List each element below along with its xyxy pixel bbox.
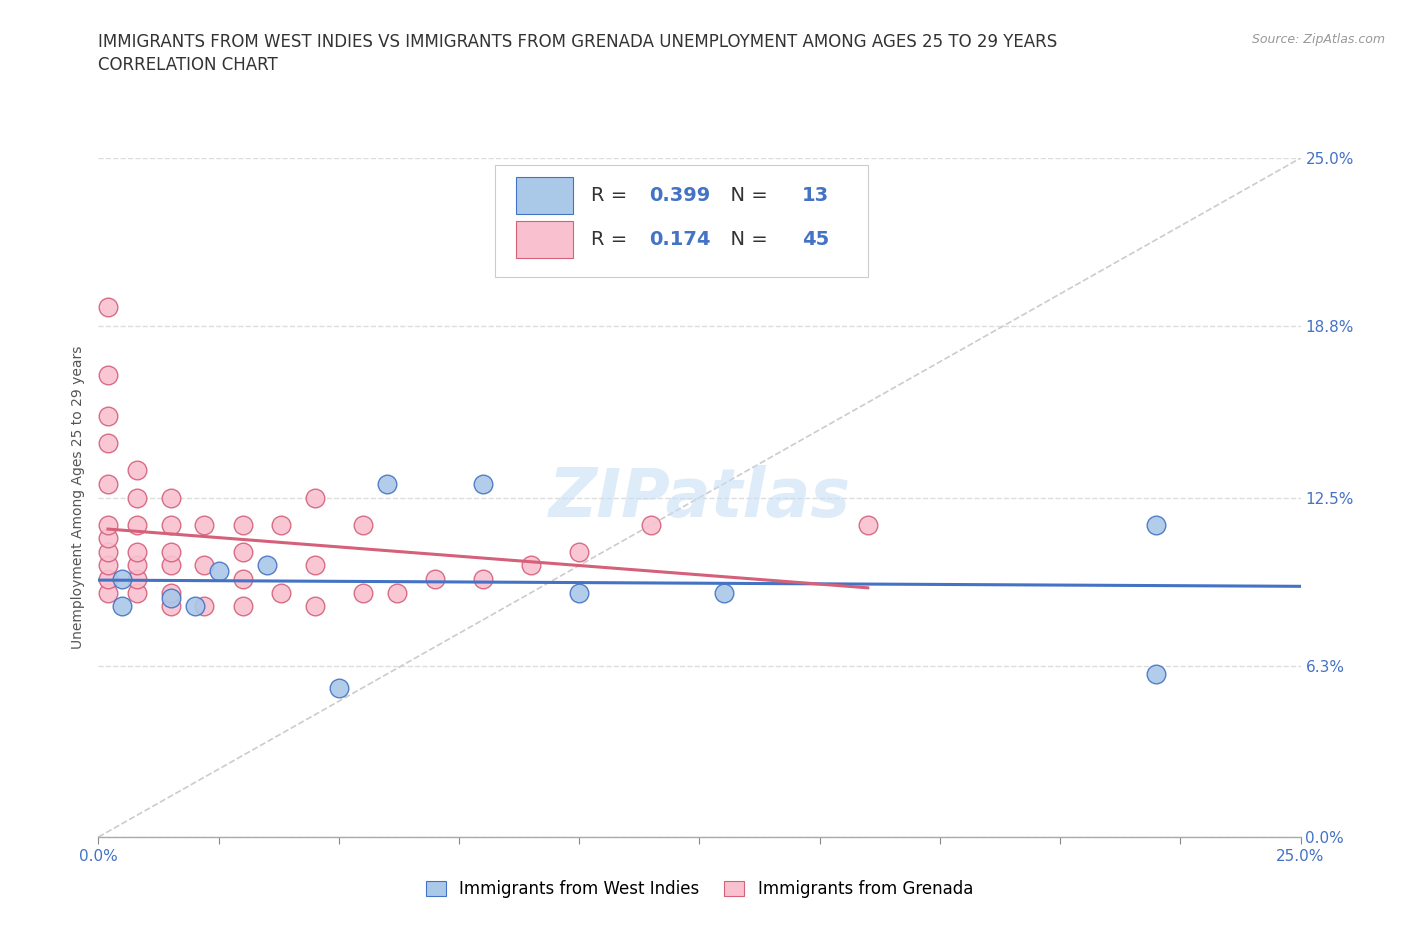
Point (193, 558, 215, 573)
FancyBboxPatch shape (495, 165, 868, 277)
Point (423, 572, 446, 587)
Text: R =: R = (592, 186, 634, 205)
Point (97, 558, 120, 573)
Point (159, 544, 181, 559)
Point (159, 490, 181, 505)
Point (183, 599, 205, 614)
Point (125, 517, 148, 532)
Point (270, 585, 292, 600)
Point (97, 572, 120, 587)
Point (111, 572, 134, 587)
Point (232, 544, 254, 559)
Point (256, 558, 278, 573)
Text: R =: R = (592, 230, 634, 249)
Point (159, 591, 181, 605)
Point (193, 599, 215, 614)
Point (125, 490, 148, 505)
Point (385, 585, 408, 600)
Point (232, 599, 254, 614)
Point (97, 476, 120, 491)
Point (208, 564, 231, 578)
Point (1144, 517, 1167, 532)
Point (159, 599, 181, 614)
Point (375, 476, 398, 491)
Point (352, 517, 374, 532)
Point (1144, 667, 1167, 682)
Point (193, 517, 215, 532)
Text: ZIPatlas: ZIPatlas (548, 465, 851, 530)
Legend: Immigrants from West Indies, Immigrants from Grenada: Immigrants from West Indies, Immigrants … (418, 872, 981, 907)
Text: 45: 45 (801, 230, 830, 249)
Text: 0.399: 0.399 (650, 186, 710, 205)
Point (304, 490, 326, 505)
Point (97, 544, 120, 559)
Point (125, 585, 148, 600)
Text: 0.174: 0.174 (650, 230, 710, 249)
Point (568, 544, 591, 559)
Text: 13: 13 (801, 186, 828, 205)
Point (97, 300, 120, 315)
Point (270, 517, 292, 532)
Point (568, 585, 591, 600)
Point (232, 572, 254, 587)
Point (125, 463, 148, 478)
Point (304, 599, 326, 614)
Text: N =: N = (717, 186, 773, 205)
Point (352, 585, 374, 600)
Point (304, 558, 326, 573)
Point (97, 408, 120, 423)
Text: N =: N = (717, 230, 773, 249)
Point (159, 558, 181, 573)
Point (125, 558, 148, 573)
Point (640, 517, 662, 532)
Text: CORRELATION CHART: CORRELATION CHART (98, 56, 278, 73)
FancyBboxPatch shape (516, 221, 574, 258)
Point (125, 544, 148, 559)
Point (159, 517, 181, 532)
Point (472, 476, 495, 491)
Text: IMMIGRANTS FROM WEST INDIES VS IMMIGRANTS FROM GRENADA UNEMPLOYMENT AMONG AGES 2: IMMIGRANTS FROM WEST INDIES VS IMMIGRANT… (98, 33, 1057, 50)
Point (232, 517, 254, 532)
Y-axis label: Unemployment Among Ages 25 to 29 years: Unemployment Among Ages 25 to 29 years (72, 346, 86, 649)
Point (97, 436, 120, 451)
FancyBboxPatch shape (516, 177, 574, 214)
Point (328, 680, 350, 695)
Point (713, 585, 735, 600)
Point (520, 558, 543, 573)
Point (856, 517, 879, 532)
Point (125, 572, 148, 587)
Point (97, 517, 120, 532)
Point (472, 572, 495, 587)
Point (97, 531, 120, 546)
Text: Source: ZipAtlas.com: Source: ZipAtlas.com (1251, 33, 1385, 46)
Point (111, 599, 134, 614)
Point (159, 585, 181, 600)
Point (97, 585, 120, 600)
Point (97, 368, 120, 383)
